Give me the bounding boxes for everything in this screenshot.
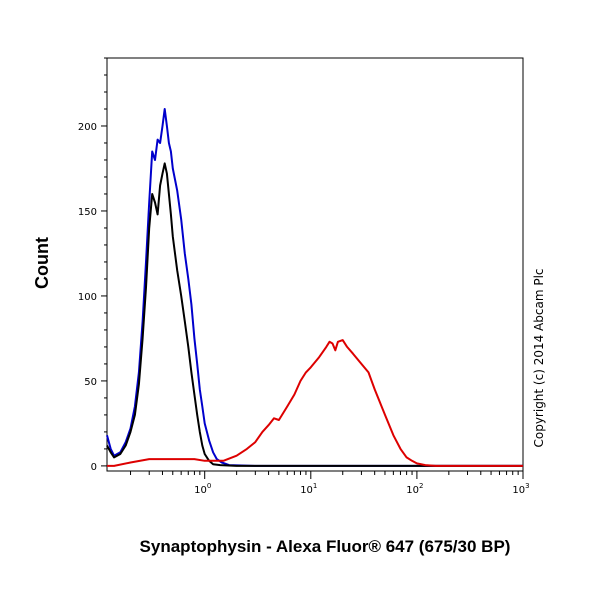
- plot-frame: [106, 57, 524, 472]
- series-line-1: [106, 108, 523, 467]
- histogram-curves: [106, 108, 523, 467]
- y-axis-ticks: 0 50 100 150 200: [78, 57, 107, 473]
- copyright-notice: Copyright (c) 2014 Abcam Plc: [532, 268, 546, 447]
- x-tick-label: 102: [406, 482, 423, 496]
- series-line-3: [107, 339, 523, 467]
- y-tick-label: 0: [91, 462, 97, 473]
- y-axis-label: Count: [32, 237, 52, 289]
- y-tick-label: 150: [78, 207, 97, 218]
- series-line-2: [106, 162, 523, 467]
- y-tick-label: 50: [84, 377, 97, 388]
- x-tick-label: 100: [194, 482, 211, 496]
- y-tick-label: 200: [78, 122, 97, 133]
- x-tick-label: 103: [512, 482, 529, 496]
- x-tick-label: 101: [300, 482, 317, 496]
- x-axis-ticks: 100 101 102 103: [130, 471, 530, 496]
- y-tick-label: 100: [78, 292, 97, 303]
- x-axis-label: Synaptophysin - Alexa Fluor® 647 (675/30…: [140, 537, 511, 556]
